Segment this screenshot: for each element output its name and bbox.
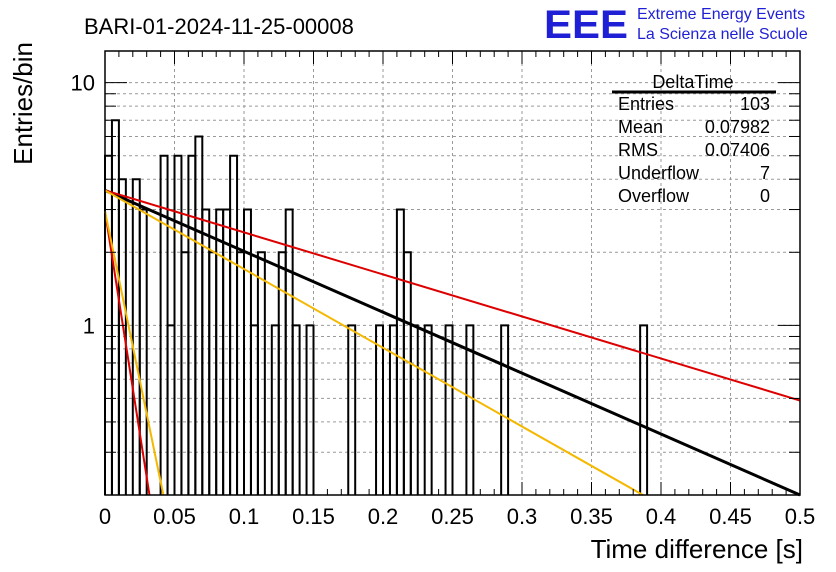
x-tick-label: 0.1 [229,504,260,529]
fit-line [104,211,151,496]
histogram-bin [347,324,357,495]
histogram-bin [110,119,120,495]
histogram-bin [138,208,148,495]
stats-title: DeltaTime [652,72,733,92]
stats-label: Underflow [618,163,700,183]
stats-label: Entries [618,94,674,114]
histogram-bin [375,324,384,495]
histogram-bin [166,324,176,495]
histogram-bin [423,324,433,495]
stats-label: Mean [618,117,663,137]
stats-label: RMS [618,140,658,160]
chart-title: BARI-01-2024-11-25-00008 [84,14,354,39]
y-axis-label: Entries/bin [8,42,38,165]
histogram-bin [402,251,412,495]
y-tick-label: 1 [83,313,95,338]
stats-rows: Entries 103 Mean 0.07982 RMS 0.07406Underflow… [618,94,770,206]
histogram-bin [208,251,218,495]
histogram-bin [256,251,266,495]
fit-line [104,189,644,496]
histogram-bin [388,324,398,495]
histogram-bin [639,324,649,495]
histogram-bin [131,178,141,495]
stats-label: Overflow [618,186,690,206]
stats-value: 7 [760,163,770,183]
fit-line [104,189,801,402]
stats-box: DeltaTime Entries 103 Mean 0.07982 RMS 0.0740… [612,72,776,206]
x-tick-label: 0 [99,504,111,529]
histogram-bin [500,324,510,495]
plot-frame [104,50,801,496]
y-tick-label: 10 [71,71,95,96]
histogram-bin [291,324,301,495]
stats-value: 0.07406 [705,140,770,160]
fit-line [104,188,801,497]
histogram-bin [249,324,259,495]
x-tick-label: 0.25 [431,504,474,529]
axes: 0 0.05 0.1 0.15 0.2 0.25 0.3 0.35 0.4 0.45 0.5 1 10 [71,50,816,529]
stats-value: 103 [740,94,770,114]
histogram-bin [409,324,419,495]
fit-lines [104,188,801,497]
histogram-bin [180,251,190,495]
histogram-bin [270,324,280,495]
histogram-bin [444,324,454,495]
histogram-bin [236,251,245,495]
histogram-bin [194,135,204,495]
eee-logo: EEE Extreme Energy Events La Scienza nel… [544,3,808,47]
histogram-bin [465,324,475,495]
x-tick-label: 0.45 [709,504,752,529]
x-tick-label: 0.35 [570,504,613,529]
x-tick-label: 0.3 [507,504,538,529]
x-tick-label: 0.4 [646,504,677,529]
histogram-bin [305,324,315,495]
logo-line-1: Extreme Energy Events [637,6,805,23]
x-tick-label: 0.5 [785,504,816,529]
x-tick-label: 0.2 [368,504,399,529]
histogram-bin [117,178,127,495]
x-tick-label: 0.05 [153,504,196,529]
fit-line [104,211,165,496]
x-tick-label: 0.15 [292,504,335,529]
stats-value: 0 [760,186,770,206]
logo-mark: EEE [544,3,628,47]
stats-value: 0.07982 [705,117,770,137]
logo-line-2: La Scienza nelle Scuole [637,26,808,43]
x-axis-label: Time difference [s] [591,534,803,564]
